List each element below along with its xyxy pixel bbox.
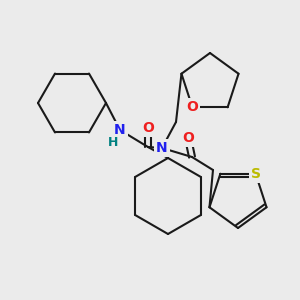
- Text: O: O: [142, 121, 154, 135]
- Text: S: S: [250, 167, 261, 181]
- Text: H: H: [108, 136, 118, 149]
- Text: N: N: [114, 123, 126, 137]
- Text: N: N: [156, 141, 168, 155]
- Text: O: O: [182, 131, 194, 145]
- Text: O: O: [186, 100, 198, 114]
